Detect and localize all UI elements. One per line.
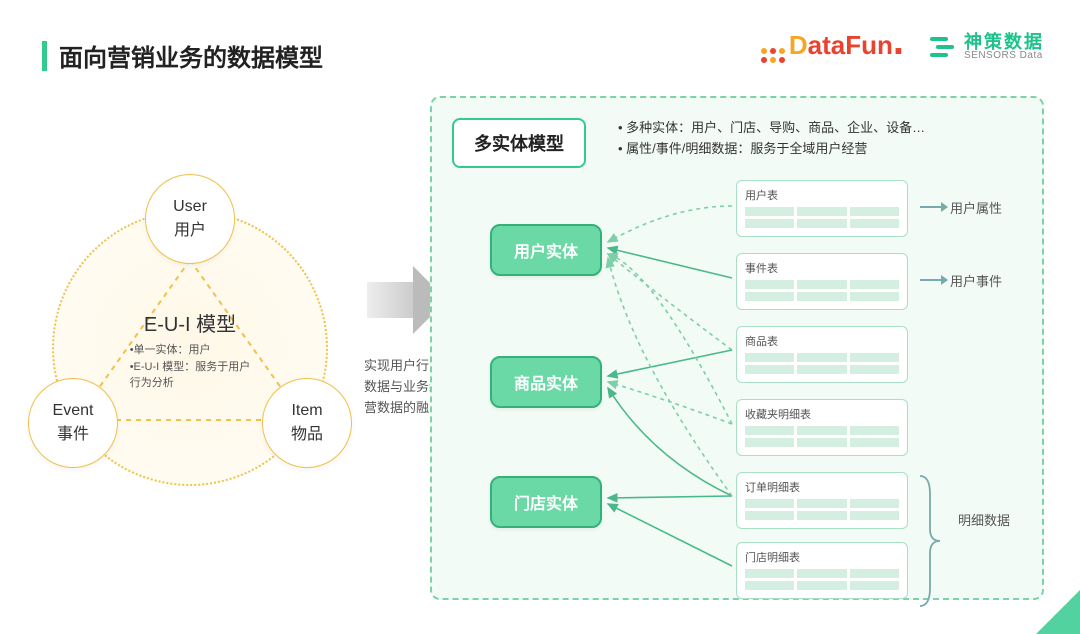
label-detail-data: 明细数据 — [958, 510, 1010, 529]
brace-icon — [918, 474, 942, 608]
datafun-d: D — [789, 30, 808, 61]
logos: DataFun. 神策数据 SENSORS Data — [761, 30, 1044, 63]
page-title: 面向营销业务的数据模型 — [59, 38, 323, 73]
datafun-rest: ataFun — [808, 30, 893, 61]
sensors-cn: 神策数据 — [964, 33, 1044, 51]
label-user-event: 用户事件 — [950, 271, 1002, 290]
datafun-logo: DataFun. — [761, 30, 904, 63]
datafun-dots — [761, 48, 785, 63]
sensors-logo: 神策数据 SENSORS Data — [928, 33, 1044, 61]
arrow-user-attr-icon — [920, 206, 942, 208]
table-product: 商品表 — [736, 326, 908, 383]
sensors-en: SENSORS Data — [964, 51, 1044, 61]
table-order: 订单明细表 — [736, 472, 908, 529]
eui-node-user: User 用户 — [145, 174, 235, 264]
entity-user-chip: 用户实体 — [490, 224, 602, 276]
table-event: 事件表 — [736, 253, 908, 310]
entity-store-chip: 门店实体 — [490, 476, 602, 528]
label-user-attr: 用户属性 — [950, 198, 1002, 217]
multi-entity-panel: 多实体模型 • 多种实体：用户、门店、导购、商品、企业、设备… • 属性/事件/… — [430, 96, 1044, 600]
eui-model-title: E-U-I 模型 — [144, 308, 236, 337]
panel-badge: 多实体模型 — [452, 118, 586, 168]
eui-diagram: E-U-I 模型 •单一实体：用户 •E-U-I 模型：服务于用户 行为分析 U… — [30, 180, 350, 500]
table-favorite: 收藏夹明细表 — [736, 399, 908, 456]
corner-accent — [1036, 590, 1080, 634]
eui-node-event: Event 事件 — [28, 378, 118, 468]
entity-product-chip: 商品实体 — [490, 356, 602, 408]
arrow-user-event-icon — [920, 279, 942, 281]
eui-node-item: Item 物品 — [262, 378, 352, 468]
panel-bullets: • 多种实体：用户、门店、导购、商品、企业、设备… • 属性/事件/明细数据：服… — [618, 118, 925, 160]
table-store: 门店明细表 — [736, 542, 908, 599]
sensors-icon — [928, 33, 956, 61]
eui-bullets: •单一实体：用户 •E-U-I 模型：服务于用户 行为分析 — [130, 342, 251, 392]
page-title-bar: 面向营销业务的数据模型 — [42, 38, 323, 73]
title-accent — [42, 41, 47, 71]
table-user: 用户表 — [736, 180, 908, 237]
